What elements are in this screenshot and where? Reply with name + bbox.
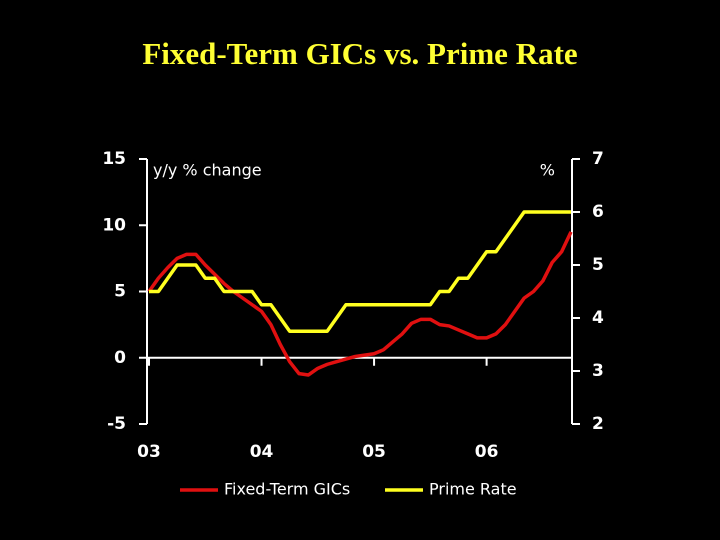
y-tick-label: -5 [107, 414, 126, 434]
y2-tick-label: 4 [592, 308, 604, 328]
legend-label: Prime Rate [429, 480, 517, 499]
x-tick-label: 04 [250, 442, 274, 462]
chart-title: Fixed-Term GICs vs. Prime Rate [142, 36, 577, 71]
x-tick-label: 05 [362, 442, 386, 462]
x-tick-label: 06 [475, 442, 499, 462]
y-tick-label: 0 [114, 348, 126, 368]
y-tick-label: 15 [102, 149, 126, 169]
y2-tick-label: 5 [592, 255, 604, 275]
y-axis-label: y/y % change [153, 161, 262, 180]
y2-tick-label: 2 [592, 414, 604, 434]
y2-axis-label: % [540, 161, 555, 180]
y-tick-label: 5 [114, 282, 126, 302]
series-line [149, 210, 571, 333]
x-tick-label: 03 [137, 442, 161, 462]
y2-tick-label: 6 [592, 202, 604, 222]
series-line [147, 231, 573, 377]
y2-tick-label: 3 [592, 361, 604, 381]
y2-tick-label: 7 [592, 149, 604, 169]
y-tick-label: 10 [102, 215, 126, 235]
legend-label: Fixed-Term GICs [224, 480, 350, 499]
